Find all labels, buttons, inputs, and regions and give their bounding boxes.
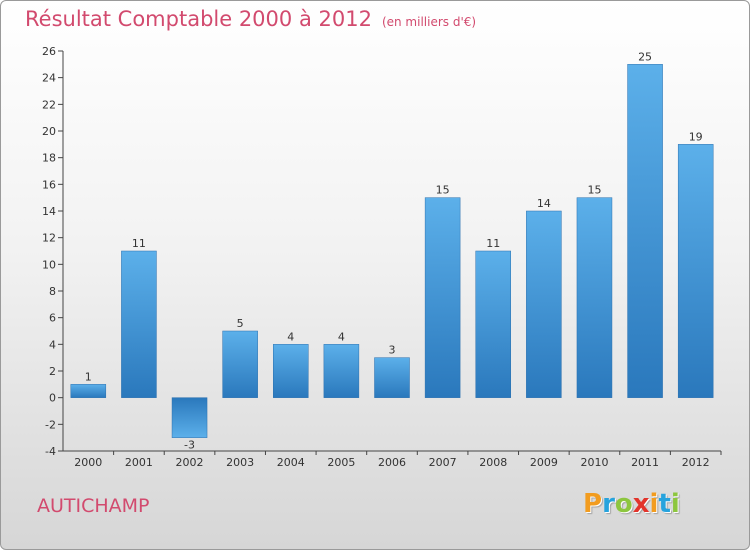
- chart-title-text: Résultat Comptable 2000 à 2012: [25, 7, 372, 31]
- y-tick-label: 4: [49, 338, 56, 351]
- y-tick-label: 10: [42, 258, 56, 271]
- logo-letter: i: [649, 489, 659, 519]
- y-tick-label: 0: [49, 392, 56, 405]
- commune-name: AUTICHAMP: [37, 495, 150, 517]
- bar-value-label: 5: [237, 317, 244, 330]
- x-tick-label: 2002: [176, 456, 204, 469]
- x-tick-label: 2007: [429, 456, 457, 469]
- x-tick-label: 2001: [125, 456, 153, 469]
- bar: [627, 64, 663, 398]
- x-tick-label: 2000: [74, 456, 102, 469]
- bar-value-label: 14: [537, 197, 551, 210]
- bar: [374, 357, 410, 398]
- logo-letter: i: [670, 489, 680, 519]
- x-tick-label: 2006: [378, 456, 406, 469]
- bar-value-label: 4: [287, 330, 294, 343]
- x-tick-label: 2008: [479, 456, 507, 469]
- bar-value-label: 3: [389, 344, 396, 357]
- bar: [273, 344, 309, 398]
- bar: [323, 344, 360, 398]
- bar: [70, 384, 107, 398]
- bar-value-label: 1: [85, 370, 92, 383]
- bar: [424, 197, 461, 398]
- bar-value-label: 4: [338, 330, 345, 343]
- bar: [475, 250, 511, 398]
- y-tick-label: 24: [42, 72, 56, 85]
- bar-value-label: 11: [486, 237, 500, 250]
- bar-value-label: 25: [638, 50, 652, 63]
- y-tick-label: 14: [42, 205, 56, 218]
- y-tick-label: 8: [49, 285, 56, 298]
- x-tick-label: 2010: [580, 456, 608, 469]
- bar: [222, 330, 258, 398]
- bar: [121, 250, 157, 398]
- bar-value-label: -3: [184, 439, 195, 452]
- y-tick-label: 2: [49, 365, 56, 378]
- y-tick-label: -2: [45, 418, 56, 431]
- y-tick-label: 20: [42, 125, 56, 138]
- y-tick-label: 16: [42, 178, 56, 191]
- x-tick-label: 2003: [226, 456, 254, 469]
- x-tick-label: 2005: [327, 456, 355, 469]
- bar-value-label: 19: [689, 130, 703, 143]
- bar: [576, 197, 613, 398]
- x-tick-label: 2004: [277, 456, 305, 469]
- bar: [171, 397, 208, 438]
- y-tick-label: -4: [45, 445, 56, 458]
- x-tick-label: 2011: [631, 456, 659, 469]
- y-tick-label: 12: [42, 232, 56, 245]
- bar-value-label: 15: [436, 184, 450, 197]
- bar: [526, 210, 562, 398]
- bar: [677, 144, 714, 398]
- y-tick-label: 18: [42, 152, 56, 165]
- logo-letter: r: [602, 489, 615, 519]
- chart-unit: (en milliers d'€): [381, 15, 477, 29]
- y-tick-label: 6: [49, 312, 56, 325]
- logo-letter: P: [583, 489, 603, 519]
- proxiti-logo: Proxiti: [583, 489, 680, 519]
- x-tick-label: 2012: [682, 456, 710, 469]
- y-tick-label: 26: [42, 45, 56, 58]
- x-tick-label: 2009: [530, 456, 558, 469]
- logo-letter: o: [614, 489, 633, 519]
- chart-title: Résultat Comptable 2000 à 2012 (en millie…: [25, 7, 476, 31]
- bar-value-label: 11: [132, 237, 146, 250]
- logo-letter: t: [658, 489, 671, 519]
- y-tick-label: 22: [42, 98, 56, 111]
- bar-value-label: 15: [587, 184, 601, 197]
- logo-letter: x: [632, 489, 650, 519]
